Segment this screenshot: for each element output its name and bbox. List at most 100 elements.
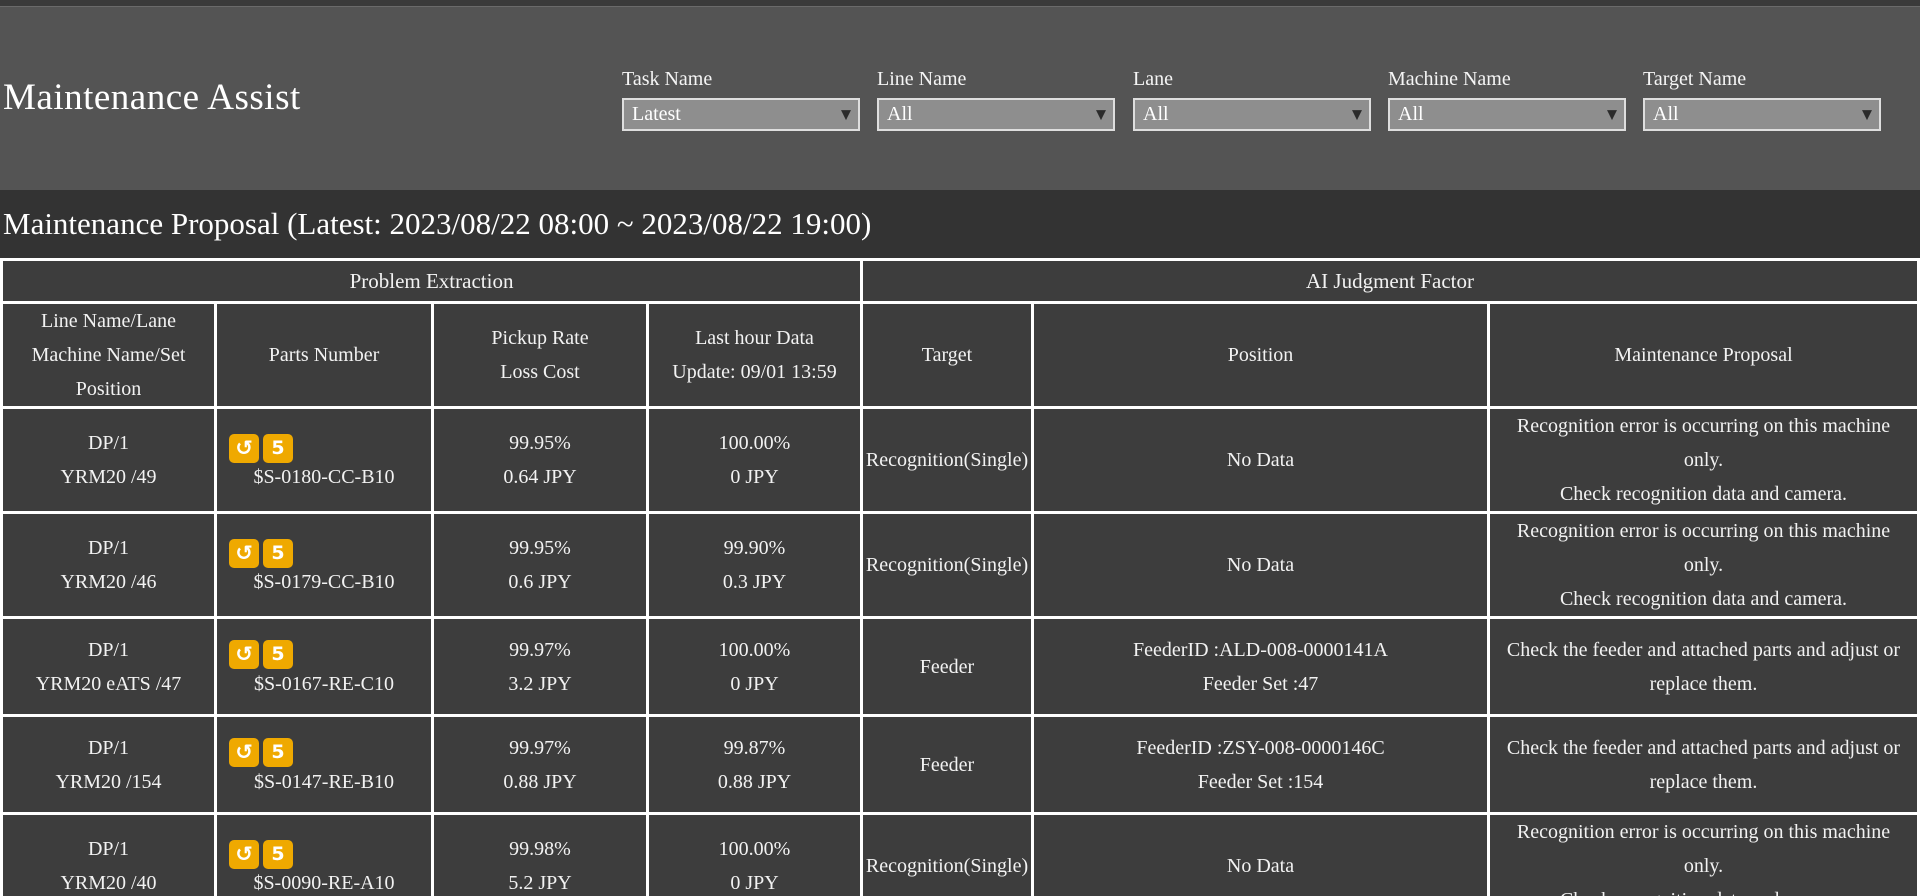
loss-cost-value: 0.64 JPY xyxy=(503,466,577,488)
col-header-line1: Line Name/Lane xyxy=(41,310,176,332)
table-row-1: DP/1 YRM20 /46 ↺ 5 $S-0179-CC-B10 99.95%… xyxy=(3,514,1917,616)
task-name-select[interactable]: Latest ▼ xyxy=(622,98,860,131)
target-name-select[interactable]: All ▼ xyxy=(1643,98,1881,131)
last-hour-cost-value: 0 JPY xyxy=(730,466,779,488)
loss-cost-value: 5.2 JPY xyxy=(508,872,572,894)
last-hour-rate-value: 99.87% xyxy=(723,736,786,759)
cell-proposal: Recognition error is occurring on this m… xyxy=(1490,514,1917,616)
proposal-line1: Check the feeder and attached parts and … xyxy=(1506,638,1901,661)
col-header-line2: Update: 09/01 13:59 xyxy=(672,361,837,383)
cell-last-hour: 100.00% 0 JPY xyxy=(649,619,861,714)
cell-pickup-rate: 99.98% 5.2 JPY xyxy=(434,815,646,896)
lane-label: Lane xyxy=(1133,68,1173,90)
history-icon: ↺ xyxy=(229,433,259,463)
cell-parts: ↺ 5 $S-0090-RE-A10 xyxy=(217,815,431,896)
pickup-rate-value: 99.98% xyxy=(509,838,571,860)
loss-cost-value: 3.2 JPY xyxy=(508,672,572,695)
history-icon: ↺ xyxy=(229,640,259,669)
proposal-line2: replace them. xyxy=(1649,672,1758,695)
maintenance-proposal-table: Problem Extraction AI Judgment Factor Li… xyxy=(0,258,1920,896)
line-name-label: Line Name xyxy=(877,68,967,90)
history-icon: ↺ xyxy=(229,738,259,767)
cell-parts: ↺ 5 $S-0147-RE-B10 xyxy=(217,717,431,812)
proposal-line1: Recognition error is occurring on this m… xyxy=(1516,415,1891,471)
section-bar: Maintenance Proposal (Latest: 2023/08/22… xyxy=(0,190,1920,258)
cell-line-machine: DP/1 YRM20 /40 xyxy=(3,815,214,896)
pickup-rate-value: 99.95% xyxy=(509,537,571,559)
position-line2: Feeder Set :47 xyxy=(1202,672,1319,695)
cell-proposal: Recognition error is occurring on this m… xyxy=(1490,815,1917,896)
top-strip xyxy=(0,0,1920,7)
col-header-position: Position xyxy=(1034,304,1488,406)
group-header-row: Problem Extraction AI Judgment Factor xyxy=(3,261,1917,301)
count-badge: 5 xyxy=(263,839,293,869)
task-name-label: Task Name xyxy=(622,68,713,90)
chevron-down-icon: ▼ xyxy=(841,107,851,122)
machine-name-value: YRM20 /49 xyxy=(60,466,157,488)
line-name-value: DP/1 xyxy=(87,736,130,759)
cell-proposal: Recognition error is occurring on this m… xyxy=(1490,409,1917,511)
parts-number-value: $S-0179-CC-B10 xyxy=(253,571,395,593)
filter-target-name: Target Name All ▼ xyxy=(1643,68,1881,131)
chevron-down-icon: ▼ xyxy=(1862,107,1872,122)
machine-name-value: All xyxy=(1398,103,1424,125)
history-icon: ↺ xyxy=(229,538,259,568)
last-hour-rate-value: 100.00% xyxy=(718,838,791,860)
position-line1: No Data xyxy=(1226,855,1295,877)
cell-target: Feeder xyxy=(863,619,1032,714)
cell-last-hour: 100.00% 0 JPY xyxy=(649,815,861,896)
machine-name-select[interactable]: All ▼ xyxy=(1388,98,1626,131)
badge-row: ↺ 5 xyxy=(229,839,431,869)
line-name-value: DP/1 xyxy=(87,838,130,860)
app-title: Maintenance Assist xyxy=(3,77,301,118)
col-header-line-machine: Line Name/Lane Machine Name/Set Position xyxy=(3,304,214,406)
proposal-line1: Recognition error is occurring on this m… xyxy=(1516,821,1891,877)
proposal-line1: Check the feeder and attached parts and … xyxy=(1506,736,1901,759)
position-line1: FeederID :ZSY-008-0000146C xyxy=(1136,736,1385,759)
proposal-line1: Recognition error is occurring on this m… xyxy=(1516,520,1891,576)
pickup-rate-value: 99.97% xyxy=(509,736,571,759)
target-value: Recognition(Single) xyxy=(865,449,1029,471)
cell-proposal: Check the feeder and attached parts and … xyxy=(1490,619,1917,714)
line-name-value: DP/1 xyxy=(87,638,130,661)
target-value: Feeder xyxy=(919,753,975,776)
last-hour-cost-value: 0 JPY xyxy=(730,872,779,894)
machine-name-value: YRM20 /46 xyxy=(60,571,157,593)
lane-select[interactable]: All ▼ xyxy=(1133,98,1371,131)
parts-number-value: $S-0090-RE-A10 xyxy=(253,872,395,894)
col-header-line2: Machine Name/Set xyxy=(31,344,186,366)
last-hour-rate-value: 99.90% xyxy=(723,537,786,559)
history-icon: ↺ xyxy=(229,839,259,869)
col-header-last-hour: Last hour Data Update: 09/01 13:59 xyxy=(649,304,861,406)
cell-position: No Data xyxy=(1034,815,1488,896)
parts-number-value: $S-0167-RE-C10 xyxy=(254,672,394,695)
target-name-label: Target Name xyxy=(1643,68,1747,90)
line-name-value: DP/1 xyxy=(87,432,130,454)
app-header: Maintenance Assist Task Name Latest ▼ Li… xyxy=(0,0,1920,190)
task-name-value: Latest xyxy=(632,103,681,125)
target-value: Recognition(Single) xyxy=(865,554,1029,576)
cell-pickup-rate: 99.95% 0.6 JPY xyxy=(434,514,646,616)
col-header-parts-number: Parts Number xyxy=(217,304,431,406)
chevron-down-icon: ▼ xyxy=(1096,107,1106,122)
count-badge: 5 xyxy=(263,738,293,767)
cell-position: No Data xyxy=(1034,409,1488,511)
col-header-pickup-rate: Pickup Rate Loss Cost xyxy=(434,304,646,406)
cell-pickup-rate: 99.97% 0.88 JPY xyxy=(434,717,646,812)
position-line1: No Data xyxy=(1226,449,1295,471)
col-header-line1: Maintenance Proposal xyxy=(1614,344,1793,366)
cell-pickup-rate: 99.97% 3.2 JPY xyxy=(434,619,646,714)
badge-row: ↺ 5 xyxy=(229,433,431,463)
cell-target: Feeder xyxy=(863,717,1032,812)
line-name-select[interactable]: All ▼ xyxy=(877,98,1115,131)
cell-parts: ↺ 5 $S-0179-CC-B10 xyxy=(217,514,431,616)
cell-line-machine: DP/1 YRM20 eATS /47 xyxy=(3,619,214,714)
cell-line-machine: DP/1 YRM20 /49 xyxy=(3,409,214,511)
col-header-target: Target xyxy=(863,304,1032,406)
position-line1: FeederID :ALD-008-0000141A xyxy=(1133,638,1388,661)
badge-row: ↺ 5 xyxy=(229,640,431,670)
cell-line-machine: DP/1 YRM20 /46 xyxy=(3,514,214,616)
machine-name-value: YRM20 /154 xyxy=(55,770,162,793)
col-header-line1: Target xyxy=(921,344,973,366)
table-row-3: DP/1 YRM20 /154 ↺ 5 $S-0147-RE-B10 99.97… xyxy=(3,717,1917,812)
